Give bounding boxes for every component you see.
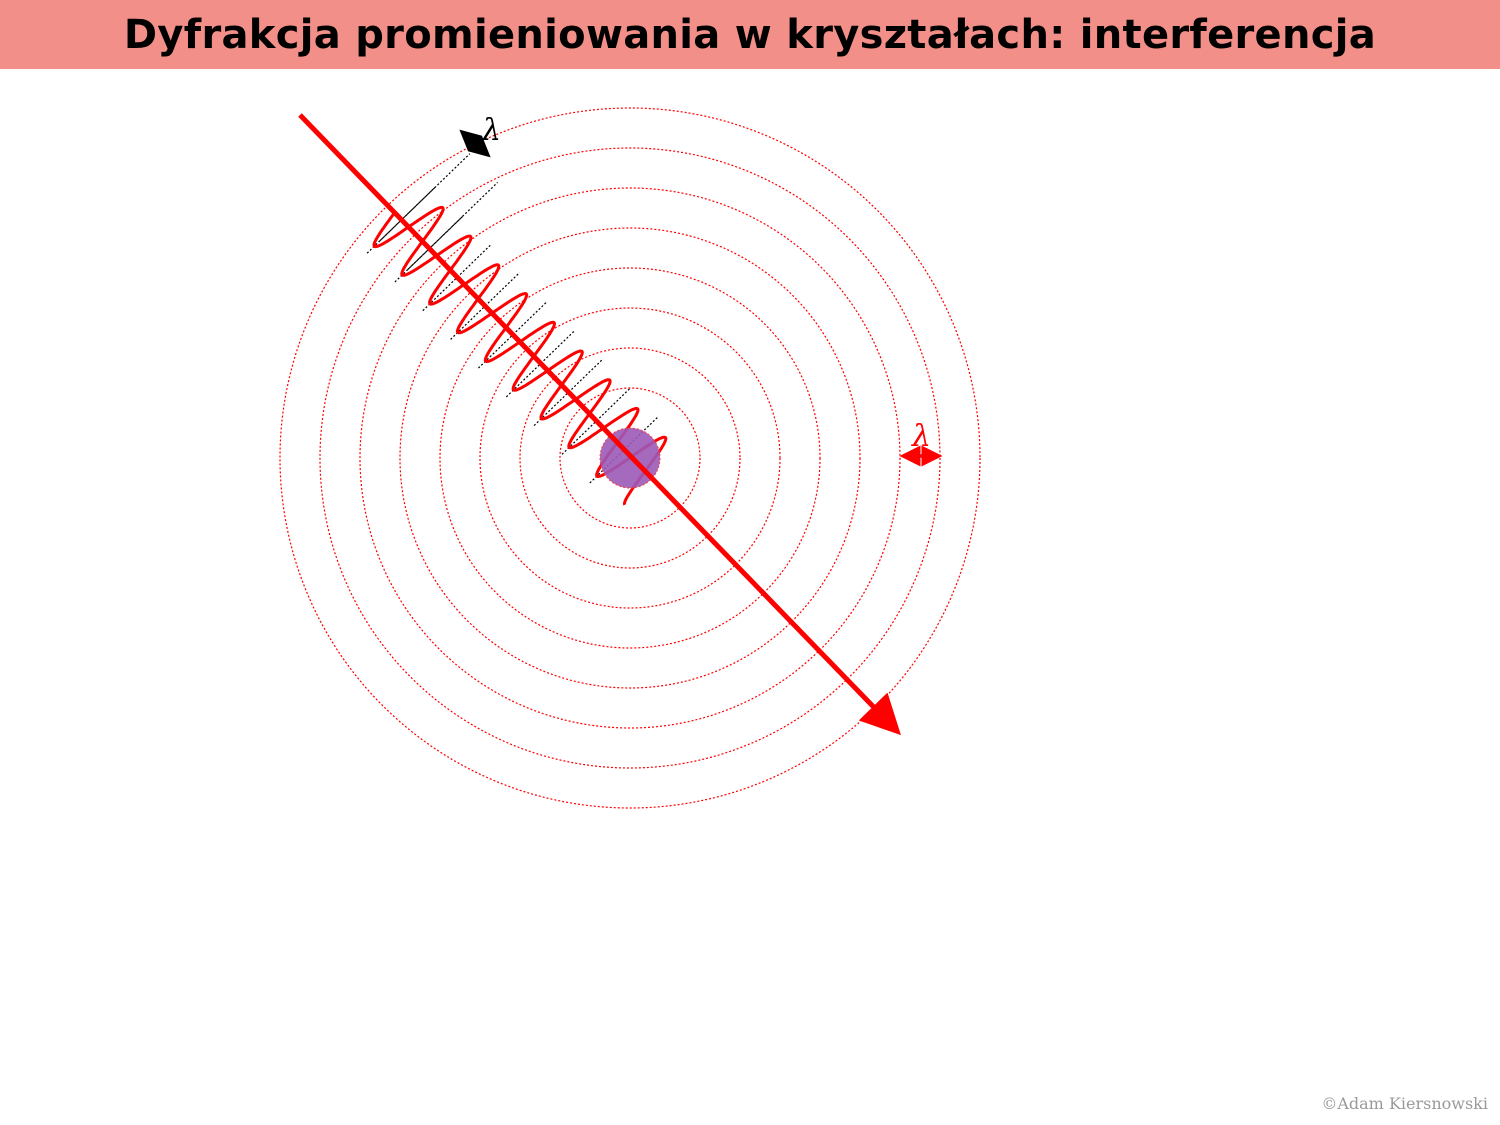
copyright: ©Adam Kiersnowski xyxy=(1321,1094,1488,1113)
wavelength-guide-line xyxy=(407,181,499,270)
wavefront-circle xyxy=(559,387,701,529)
wavefront-circle xyxy=(439,267,821,649)
wavelength-guide-line xyxy=(379,153,471,242)
wavefront-circle xyxy=(519,347,741,569)
wavefront-circle xyxy=(479,307,781,609)
wavefront-circle xyxy=(399,227,861,689)
wavefront-circle xyxy=(279,107,981,809)
beam-arrow xyxy=(298,113,901,736)
title-bar: Dyfrakcja promieniowania w kryształach: … xyxy=(0,0,1500,69)
page-title: Dyfrakcja promieniowania w kryształach: … xyxy=(123,11,1377,58)
incoming-wave-curve xyxy=(372,205,668,506)
incoming-wavelength-label: λ xyxy=(481,113,501,148)
incoming-wavelength-arrow xyxy=(459,129,491,158)
incoming-wave xyxy=(372,205,668,506)
scattered-wavelength-label: λ xyxy=(911,419,931,454)
